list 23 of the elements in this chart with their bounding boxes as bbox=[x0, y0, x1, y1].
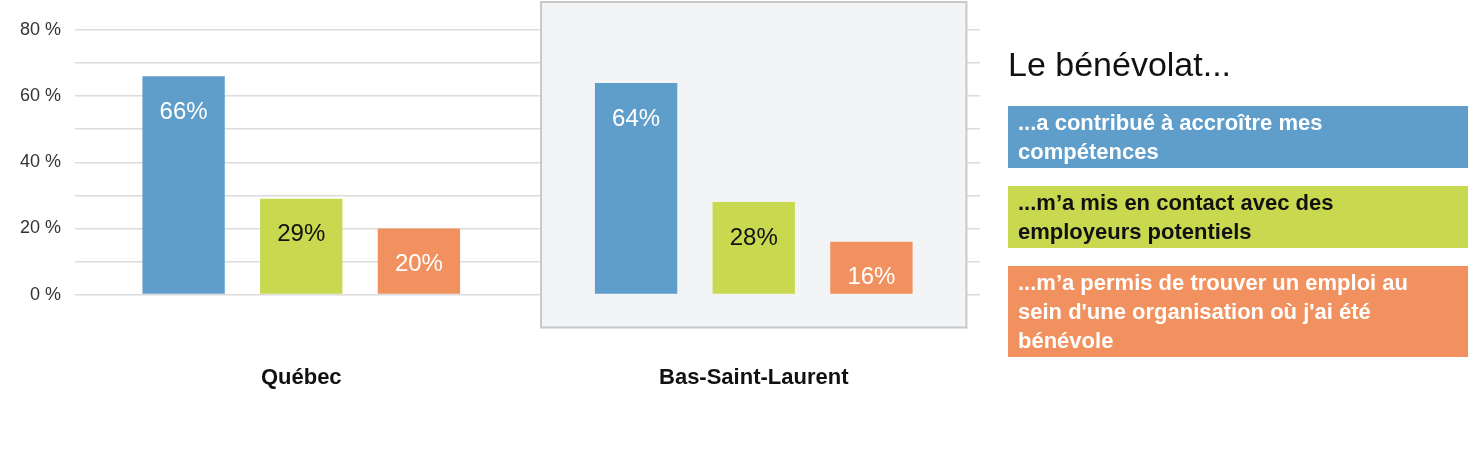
data-label: 64% bbox=[612, 103, 661, 131]
text: ...a contribué à accroître mes compétences bbox=[1008, 106, 1468, 168]
data-label: 20% bbox=[394, 249, 443, 277]
y-tick-label: 60 % bbox=[19, 85, 61, 106]
bar bbox=[142, 76, 225, 294]
y-tick-label: 40 % bbox=[19, 151, 61, 172]
y-tick-label: 20 % bbox=[19, 217, 61, 238]
text: ...m’a mis en contact avec des employeurs potentiels bbox=[1008, 186, 1468, 248]
bar bbox=[260, 198, 343, 294]
data-label: 28% bbox=[729, 222, 778, 250]
text: ...m’a permis de trouver un emploi au sein d'une organisation où j'ai été bénévole bbox=[1008, 266, 1468, 357]
bar bbox=[830, 241, 913, 294]
bar bbox=[712, 201, 795, 294]
data-label: 16% bbox=[847, 262, 896, 290]
x-tick-label: Bas-Saint-Laurent bbox=[659, 363, 850, 389]
y-tick-label: 0 % bbox=[29, 283, 61, 304]
legend-title: Le bénévolat... bbox=[1008, 45, 1233, 84]
x-tick-label: Québec bbox=[260, 363, 342, 389]
bar bbox=[377, 228, 461, 294]
y-tick-label: 80 % bbox=[19, 18, 61, 39]
bar bbox=[594, 82, 678, 294]
data-label: 66% bbox=[159, 96, 208, 124]
data-label: 29% bbox=[277, 219, 326, 247]
